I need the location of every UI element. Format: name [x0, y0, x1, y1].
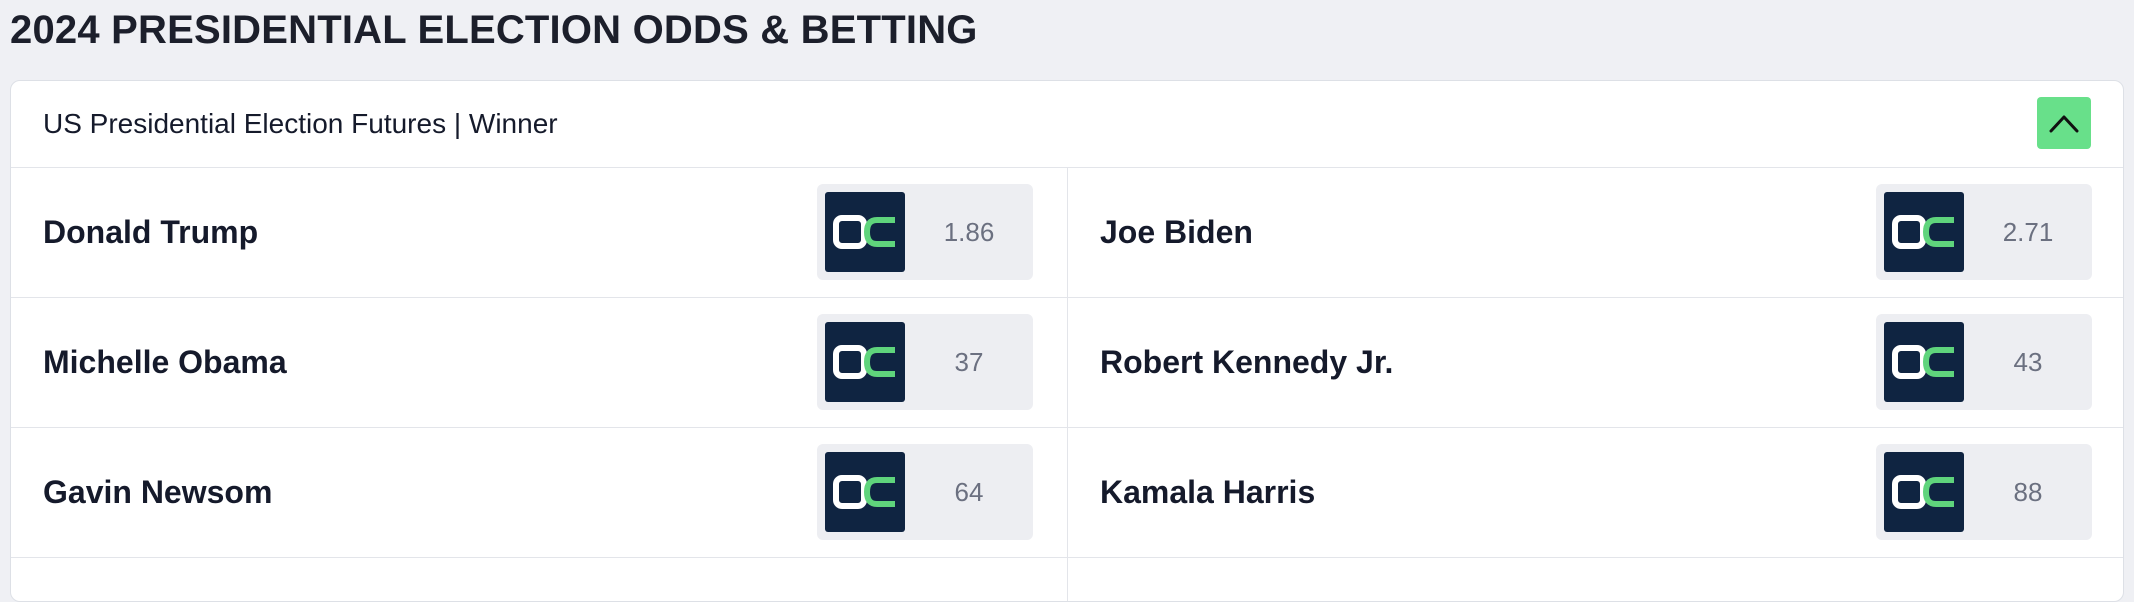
- odds-value: 64: [954, 477, 984, 507]
- candidate-cell: Joe Biden 2.71: [1068, 168, 2123, 297]
- odds-button[interactable]: 37: [817, 314, 1033, 410]
- odds-value: 43: [2013, 347, 2043, 377]
- odds-value: 1.86: [943, 217, 995, 247]
- oc-logo-icon: [825, 322, 905, 402]
- table-row: Gavin Newsom 64 Kamala Harris: [11, 428, 2123, 558]
- table-row: Donald Trump 1.86 Joe Biden: [11, 168, 2123, 298]
- odds-button[interactable]: 43: [1876, 314, 2092, 410]
- odds-button[interactable]: 88: [1876, 444, 2092, 540]
- market-title: US Presidential Election Futures | Winne…: [43, 108, 558, 139]
- candidate-name: Robert Kennedy Jr.: [1100, 344, 1394, 380]
- oc-logo-icon: [1884, 452, 1964, 532]
- collapse-button[interactable]: [2037, 97, 2091, 149]
- odds-value: 2.71: [2002, 217, 2054, 247]
- odds-button[interactable]: 64: [817, 444, 1033, 540]
- odds-button[interactable]: 1.86: [817, 184, 1033, 280]
- candidate-cell: Robert Kennedy Jr. 43: [1068, 298, 2123, 427]
- oc-logo-icon: [825, 192, 905, 272]
- odds-grid: Donald Trump 1.86 Joe Biden: [11, 168, 2123, 601]
- odds-button[interactable]: 2.71: [1876, 184, 2092, 280]
- candidate-name: Gavin Newsom: [43, 474, 273, 510]
- candidate-cell: Kamala Harris 88: [1068, 428, 2123, 557]
- oc-logo-icon: [825, 452, 905, 532]
- oc-logo-icon: [1884, 322, 1964, 402]
- table-row: [11, 558, 2123, 601]
- oc-logo-icon: [1884, 192, 1964, 272]
- market-card: US Presidential Election Futures | Winne…: [10, 80, 2124, 602]
- market-header: US Presidential Election Futures | Winne…: [11, 81, 2123, 168]
- column-divider: [1067, 558, 1068, 601]
- odds-value: 37: [954, 347, 984, 377]
- candidate-name: Kamala Harris: [1100, 474, 1316, 510]
- chevron-up-icon: [2049, 115, 2079, 133]
- candidate-cell: Donald Trump 1.86: [11, 168, 1068, 297]
- candidate-name: Donald Trump: [43, 214, 259, 250]
- candidate-cell: Gavin Newsom 64: [11, 428, 1068, 557]
- candidate-cell: Michelle Obama 37: [11, 298, 1068, 427]
- table-row: Michelle Obama 37 Robert Kennedy Jr.: [11, 298, 2123, 428]
- candidate-name: Michelle Obama: [43, 344, 287, 380]
- page-title: 2024 PRESIDENTIAL ELECTION ODDS & BETTIN…: [10, 8, 978, 52]
- candidate-name: Joe Biden: [1100, 214, 1253, 250]
- odds-value: 88: [2013, 477, 2043, 507]
